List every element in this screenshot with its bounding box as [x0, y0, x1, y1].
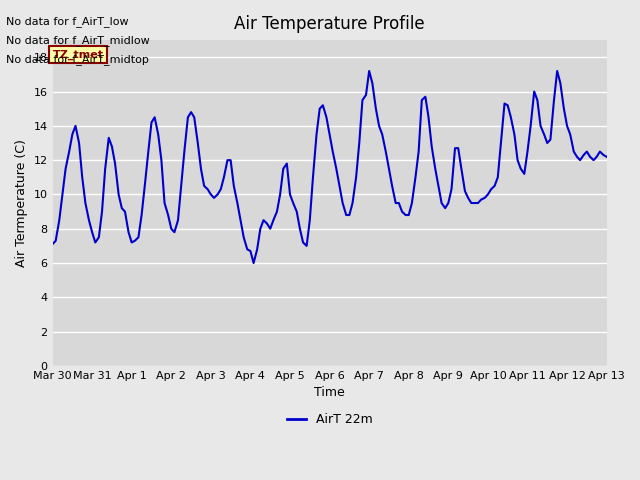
X-axis label: Time: Time [314, 386, 345, 399]
Title: Air Temperature Profile: Air Temperature Profile [234, 15, 425, 33]
Legend: AirT 22m: AirT 22m [282, 408, 378, 432]
Y-axis label: Air Termperature (C): Air Termperature (C) [15, 139, 28, 267]
Text: No data for f_AirT_midlow: No data for f_AirT_midlow [6, 35, 150, 46]
Text: No data for f_AirT_midtop: No data for f_AirT_midtop [6, 54, 149, 65]
Text: No data for f_AirT_low: No data for f_AirT_low [6, 16, 129, 27]
Text: TZ_tmet: TZ_tmet [52, 49, 104, 60]
